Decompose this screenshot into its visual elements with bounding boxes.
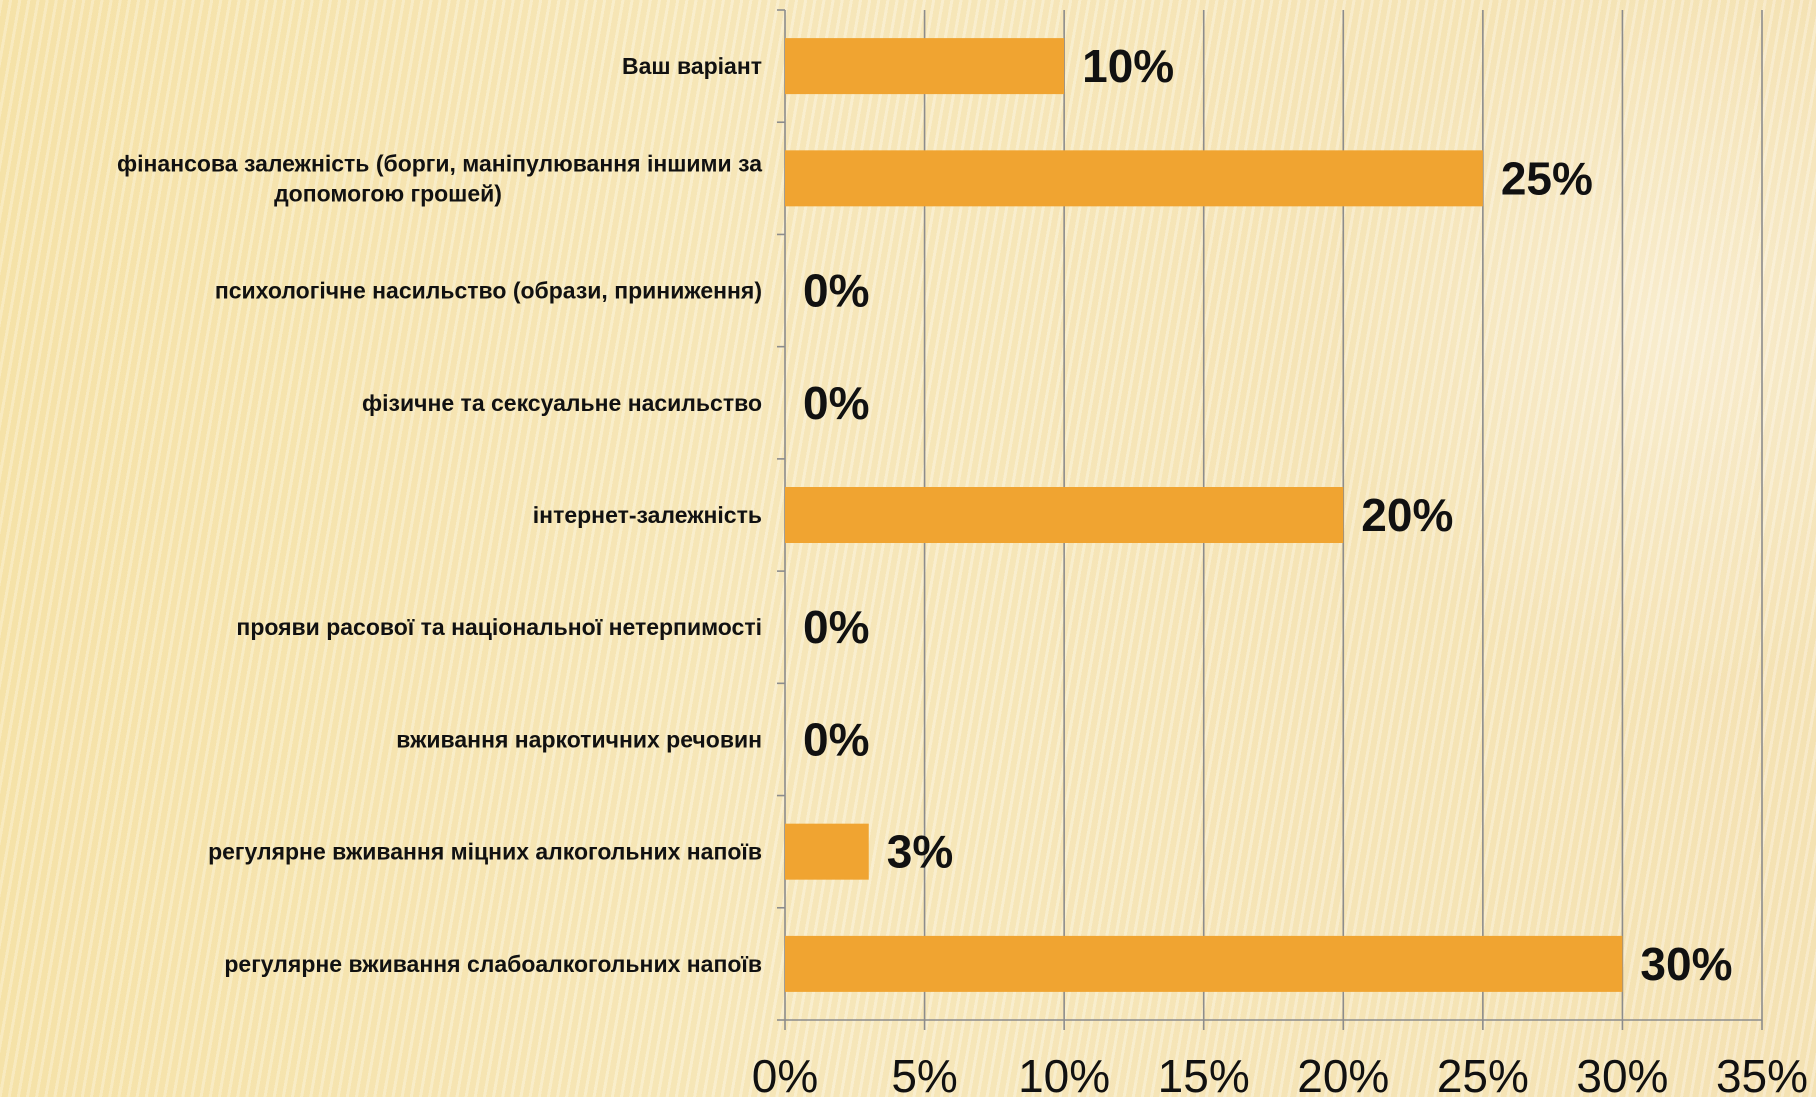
category-label: регулярне вживання міцних алкогольних на… — [208, 839, 762, 865]
data-label: 10% — [1082, 40, 1174, 92]
bar — [785, 487, 1344, 543]
data-label: 25% — [1501, 152, 1593, 204]
data-labels: 10% 25% 0% 0% 20% 0% 0% 3% 30% — [803, 40, 1733, 990]
category-label: інтернет-залежність — [533, 502, 762, 528]
x-tick-label: 10% — [1018, 1050, 1110, 1097]
category-labels: Ваш варіант фінансова залежність (борги, … — [117, 53, 762, 977]
bar — [785, 935, 1623, 992]
category-label: вживання наркотичних речовин — [396, 726, 762, 752]
data-label: 20% — [1361, 489, 1453, 541]
x-tick-label: 30% — [1576, 1050, 1668, 1097]
data-label: 30% — [1640, 938, 1732, 990]
data-label: 0% — [803, 713, 869, 765]
category-label: психологічне насильство (образи, приниже… — [215, 278, 762, 304]
x-tick-label: 15% — [1158, 1050, 1250, 1097]
category-label: фінансова залежність (борги, маніпулюван… — [117, 150, 762, 176]
data-label: 3% — [887, 826, 953, 878]
category-label: фізичне та сексуальне насильство — [362, 390, 762, 416]
x-tick-label: 20% — [1297, 1050, 1389, 1097]
x-tick-labels: 0% 5% 10% 15% 20% 25% 30% 35% — [752, 1050, 1808, 1097]
bar — [785, 38, 1065, 95]
category-label: прояви расової та національної нетерпимо… — [236, 614, 762, 640]
data-label: 0% — [803, 377, 869, 429]
category-label: регулярне вживання слабоалкогольних напо… — [224, 951, 762, 977]
bars — [785, 38, 1623, 992]
data-label: 0% — [803, 601, 869, 653]
x-tick-label: 0% — [752, 1050, 818, 1097]
category-label: Ваш варіант — [622, 53, 762, 79]
x-tick-label: 35% — [1716, 1050, 1808, 1097]
data-label: 0% — [803, 265, 869, 317]
x-tick-label: 25% — [1437, 1050, 1529, 1097]
bar — [785, 150, 1483, 207]
category-label: допомогою грошей) — [274, 180, 502, 206]
bar — [785, 823, 869, 880]
x-tick-label: 5% — [891, 1050, 957, 1097]
